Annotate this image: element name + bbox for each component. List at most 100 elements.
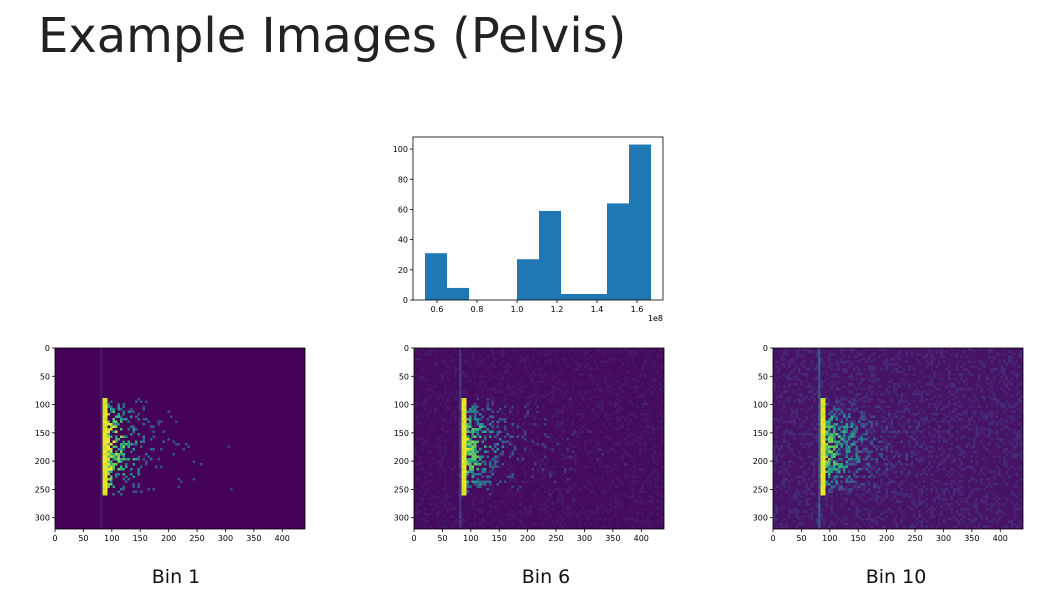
heatmap-pixel xyxy=(424,400,427,403)
heatmap-pixel xyxy=(419,358,422,361)
heatmap-pixel xyxy=(639,503,642,506)
heatmap-pixel xyxy=(823,380,826,383)
heatmap-pixel xyxy=(980,388,983,391)
heatmap-pixel xyxy=(995,465,998,468)
heatmap-pixel xyxy=(978,360,981,363)
heatmap-pixel xyxy=(122,443,125,446)
heatmap-pixel xyxy=(918,503,921,506)
heatmap-pixel xyxy=(506,475,509,478)
heatmap-pixel xyxy=(980,478,983,481)
heatmap-pixel xyxy=(459,450,462,453)
heatmap-pixel xyxy=(845,433,848,436)
heatmap-pixel xyxy=(511,473,514,476)
heatmap-pixel xyxy=(988,478,991,481)
heatmap-pixel xyxy=(968,485,971,488)
heatmap-pixel xyxy=(773,488,776,491)
heatmap-pixel xyxy=(115,440,118,443)
heatmap-pixel xyxy=(619,358,622,361)
heatmap-pixel xyxy=(833,523,836,526)
heatmap-pixel xyxy=(616,420,619,423)
heatmap-pixel xyxy=(661,365,664,368)
heatmap-pixel xyxy=(461,418,464,421)
heatmap-pixel xyxy=(479,485,482,488)
heatmap-pixel xyxy=(828,435,831,438)
heatmap-pixel xyxy=(935,495,938,498)
heatmap-pixel xyxy=(825,505,828,508)
heatmap-pixel xyxy=(546,353,549,356)
heatmap-pixel xyxy=(835,478,838,481)
heatmap-pixel xyxy=(825,485,828,488)
heatmap-pixel xyxy=(426,480,429,483)
heatmap-xtick-label: 400 xyxy=(275,534,290,543)
heatmap-pixel xyxy=(820,440,823,443)
heatmap-pixel xyxy=(820,518,823,521)
heatmap-pixel xyxy=(1020,458,1023,461)
heatmap-pixel xyxy=(494,443,497,446)
heatmap-pixel xyxy=(810,363,813,366)
heatmap-pixel xyxy=(115,435,118,438)
heatmap-pixel xyxy=(990,368,993,371)
heatmap-pixel xyxy=(441,373,444,376)
heatmap-pixel xyxy=(803,420,806,423)
heatmap-pixel xyxy=(484,480,487,483)
heatmap-pixel xyxy=(474,458,477,461)
heatmap-pixel xyxy=(778,375,781,378)
heatmap-pixel xyxy=(569,468,572,471)
heatmap-pixel xyxy=(631,350,634,353)
heatmap-pixel xyxy=(788,400,791,403)
heatmap-pixel xyxy=(596,350,599,353)
heatmap-pixel xyxy=(975,488,978,491)
heatmap-pixel xyxy=(828,488,831,491)
heatmap-pixel xyxy=(566,418,569,421)
heatmap-pixel xyxy=(489,460,492,463)
heatmap-pixel xyxy=(644,373,647,376)
heatmap-pixel xyxy=(531,423,534,426)
heatmap-pixel xyxy=(105,493,108,496)
heatmap-pixel xyxy=(474,523,477,526)
heatmap-pixel xyxy=(820,400,823,403)
heatmap-pixel xyxy=(775,365,778,368)
heatmap-pixel xyxy=(888,483,891,486)
heatmap-pixel xyxy=(519,355,522,358)
heatmap-pixel xyxy=(833,373,836,376)
heatmap-pixel xyxy=(461,428,464,431)
heatmap-pixel xyxy=(444,360,447,363)
heatmap-pixel xyxy=(900,398,903,401)
heatmap-pixel xyxy=(454,443,457,446)
heatmap-pixel xyxy=(476,433,479,436)
heatmap-pixel xyxy=(634,378,637,381)
heatmap-pixel xyxy=(848,468,851,471)
heatmap-pixel xyxy=(855,488,858,491)
heatmap-pixel xyxy=(110,455,113,458)
heatmap-pixel xyxy=(833,393,836,396)
heatmap-pixel xyxy=(853,385,856,388)
heatmap-pixel xyxy=(481,390,484,393)
heatmap-pixel xyxy=(511,423,514,426)
heatmap-pixel xyxy=(646,458,649,461)
heatmap-pixel xyxy=(873,445,876,448)
heatmap-pixel xyxy=(840,450,843,453)
heatmap-pixel xyxy=(863,438,866,441)
heatmap-pixel xyxy=(516,488,519,491)
heatmap-pixel xyxy=(541,458,544,461)
heatmap-pixel xyxy=(983,495,986,498)
heatmap-pixel xyxy=(778,420,781,423)
heatmap-pixel xyxy=(880,435,883,438)
heatmap-pixel xyxy=(885,445,888,448)
heatmap-pixel xyxy=(818,360,821,363)
heatmap-pixel xyxy=(973,443,976,446)
heatmap-pixel xyxy=(651,498,654,501)
heatmap-pixel xyxy=(823,465,826,468)
heatmap-pixel xyxy=(878,515,881,518)
heatmap-pixel xyxy=(556,380,559,383)
heatmap-pixel xyxy=(848,433,851,436)
heatmap-pixel xyxy=(960,460,963,463)
heatmap-pixel xyxy=(102,468,105,471)
heatmap-pixel xyxy=(454,523,457,526)
heatmap-pixel xyxy=(102,483,105,486)
heatmap-pixel xyxy=(888,405,891,408)
heatmap-pixel xyxy=(464,485,467,488)
heatmap-pixel xyxy=(918,430,921,433)
heatmap-pixel xyxy=(474,445,477,448)
heatmap-pixel xyxy=(1015,360,1018,363)
